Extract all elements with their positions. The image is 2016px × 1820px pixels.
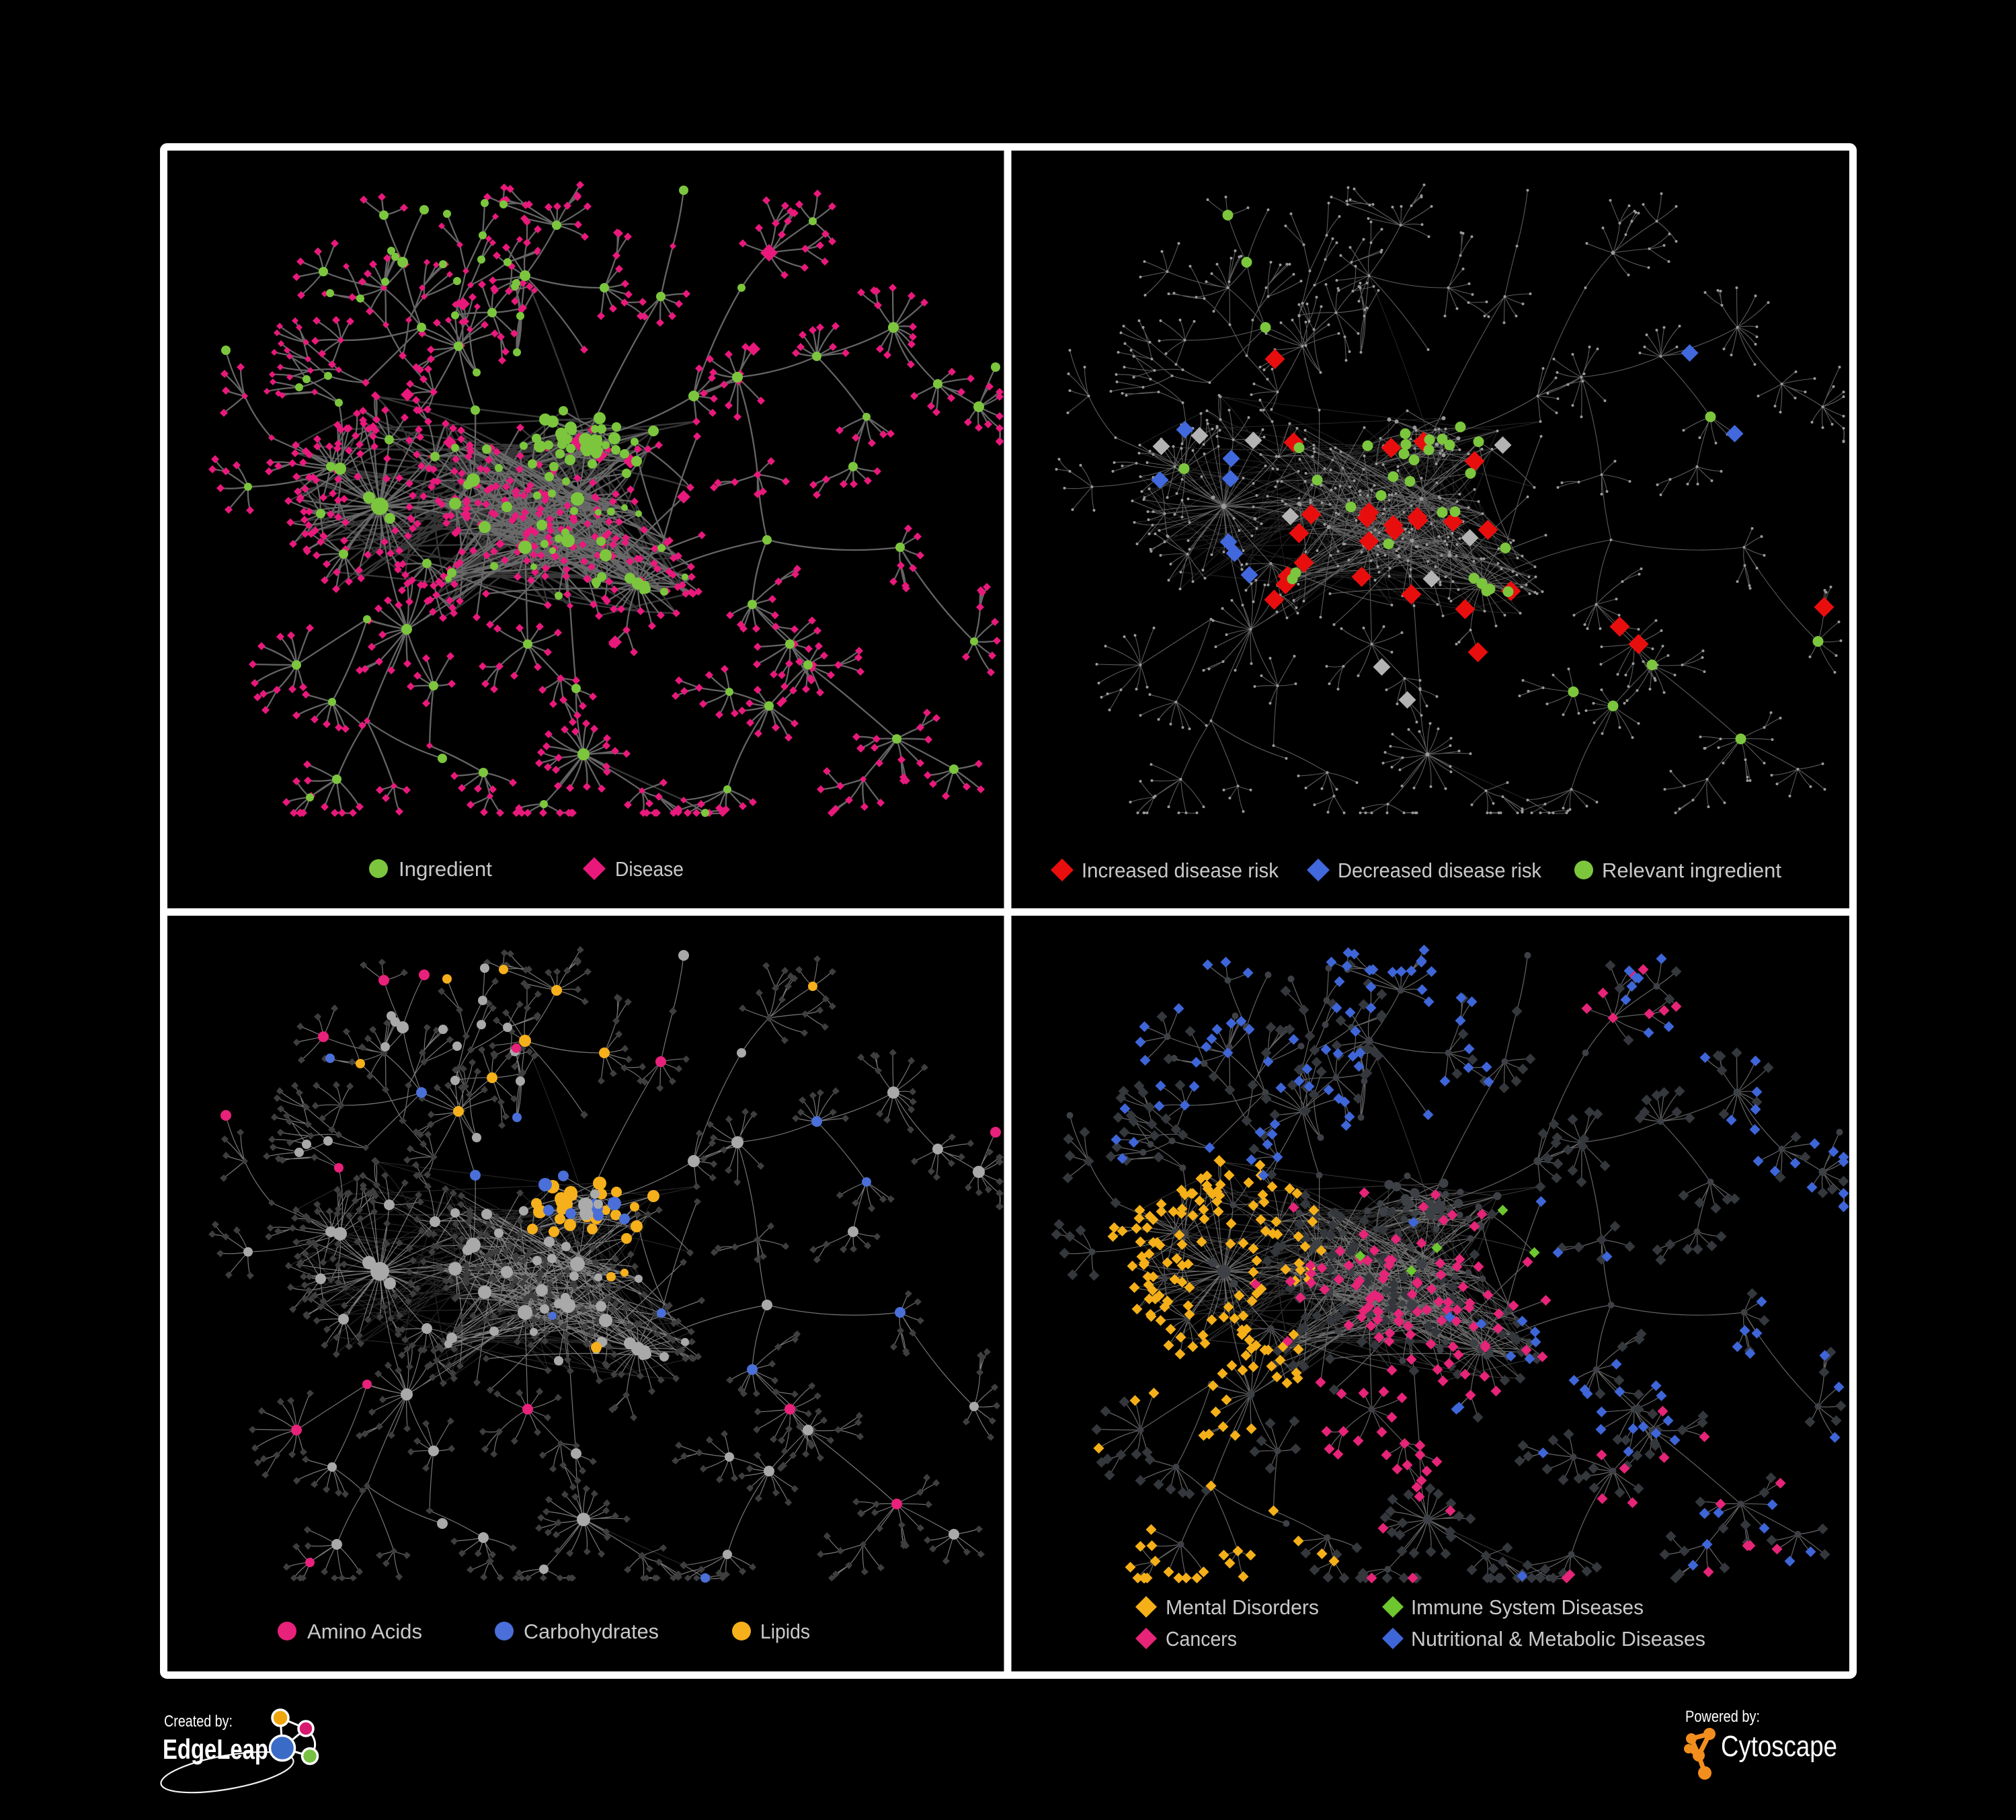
svg-text:Carbohydrates: Carbohydrates bbox=[524, 1620, 659, 1643]
svg-text:Lipids: Lipids bbox=[760, 1620, 810, 1643]
svg-text:Decreased disease risk: Decreased disease risk bbox=[1338, 859, 1541, 882]
svg-text:Cancers: Cancers bbox=[1166, 1627, 1237, 1651]
svg-text:Mental Disorders: Mental Disorders bbox=[1166, 1595, 1319, 1619]
svg-text:Created by:: Created by: bbox=[164, 1712, 233, 1731]
svg-text:Relevant ingredient: Relevant ingredient bbox=[1602, 859, 1781, 882]
svg-text:Powered by:: Powered by: bbox=[1685, 1708, 1760, 1726]
svg-text:Ingredient: Ingredient bbox=[399, 857, 492, 881]
svg-text:Disease: Disease bbox=[615, 857, 684, 881]
svg-text:EdgeLeap: EdgeLeap bbox=[163, 1733, 268, 1765]
svg-text:Immune System Diseases: Immune System Diseases bbox=[1411, 1595, 1644, 1619]
svg-text:Nutritional & Metabolic Diseas: Nutritional & Metabolic Diseases bbox=[1411, 1627, 1705, 1651]
svg-text:Increased disease risk: Increased disease risk bbox=[1082, 859, 1279, 882]
svg-text:Cytoscape: Cytoscape bbox=[1721, 1730, 1837, 1763]
svg-text:Amino Acids: Amino Acids bbox=[307, 1620, 422, 1643]
